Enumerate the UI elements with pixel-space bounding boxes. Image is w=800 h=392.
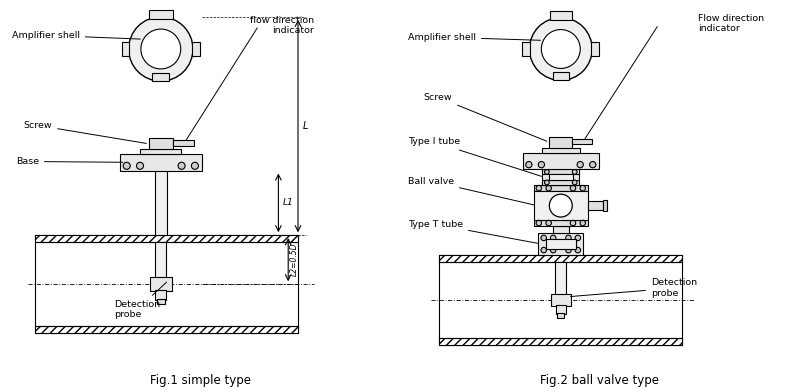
Circle shape [541, 235, 546, 241]
Circle shape [541, 247, 546, 253]
Circle shape [580, 220, 586, 226]
Bar [555, 262, 566, 302]
Text: Screw: Screw [424, 93, 547, 141]
Text: Detection
probe: Detection probe [570, 278, 697, 298]
Bar [550, 294, 571, 306]
Circle shape [545, 169, 550, 174]
Bar [534, 191, 588, 220]
Circle shape [123, 162, 130, 169]
Text: Fig.1 simple type: Fig.1 simple type [150, 374, 250, 387]
Circle shape [530, 18, 592, 80]
Bar [542, 169, 579, 174]
Bar [122, 42, 130, 56]
Bar [149, 138, 173, 149]
Bar [556, 305, 566, 314]
Circle shape [526, 162, 532, 168]
Text: L1: L1 [282, 198, 293, 207]
Bar [35, 235, 298, 333]
Circle shape [570, 220, 576, 226]
Bar [155, 147, 166, 235]
Circle shape [575, 247, 581, 253]
Text: Base: Base [16, 157, 122, 166]
Bar [522, 42, 530, 56]
Text: Screw: Screw [24, 121, 146, 143]
Circle shape [538, 162, 545, 168]
Bar [35, 326, 298, 333]
Circle shape [550, 194, 572, 217]
Circle shape [191, 162, 198, 169]
Circle shape [566, 235, 571, 241]
Circle shape [590, 162, 596, 168]
Bar [553, 72, 569, 80]
Text: Type I tube: Type I tube [408, 138, 542, 176]
Text: L: L [302, 121, 308, 131]
Circle shape [137, 162, 143, 169]
Bar [558, 313, 564, 318]
Circle shape [129, 17, 193, 81]
Bar [572, 139, 592, 144]
Bar [141, 149, 181, 154]
Circle shape [575, 235, 581, 241]
Bar [542, 148, 580, 153]
Circle shape [536, 185, 542, 191]
Bar [542, 169, 579, 185]
Circle shape [546, 220, 551, 226]
Circle shape [178, 162, 185, 169]
Bar [591, 42, 599, 56]
Text: flow direction
indicator: flow direction indicator [250, 16, 314, 35]
Bar [534, 185, 588, 191]
Bar [35, 235, 298, 242]
Text: Type T tube: Type T tube [408, 220, 538, 243]
Circle shape [572, 180, 577, 185]
Bar [155, 242, 166, 286]
Bar [439, 255, 682, 345]
Circle shape [546, 185, 551, 191]
Bar [550, 137, 572, 148]
Circle shape [536, 220, 542, 226]
Bar [550, 11, 572, 20]
Text: L2=0.5D: L2=0.5D [290, 243, 299, 276]
Text: Ball valve: Ball valve [408, 177, 534, 205]
Bar [549, 174, 573, 180]
Bar [120, 154, 202, 171]
Circle shape [570, 185, 576, 191]
Circle shape [550, 235, 556, 241]
Circle shape [572, 169, 577, 174]
Circle shape [577, 162, 583, 168]
Bar [157, 299, 165, 304]
Text: Flow direction
indicator: Flow direction indicator [698, 14, 764, 33]
Bar [149, 10, 173, 19]
Circle shape [566, 247, 571, 253]
Text: Fig.2 ball valve type: Fig.2 ball valve type [541, 374, 659, 387]
Bar [553, 226, 569, 233]
Bar [439, 338, 682, 345]
Bar [542, 180, 579, 185]
Text: Amplifier shell: Amplifier shell [408, 33, 540, 42]
Bar [173, 140, 194, 145]
Bar [538, 233, 583, 255]
Circle shape [550, 247, 556, 253]
Circle shape [580, 185, 586, 191]
Bar [150, 278, 171, 291]
Bar [439, 255, 682, 262]
Bar [602, 200, 607, 211]
Bar [152, 73, 170, 81]
Text: Amplifier shell: Amplifier shell [12, 31, 140, 40]
Text: Detection
probe: Detection probe [114, 282, 166, 319]
Circle shape [545, 180, 550, 185]
Bar [155, 290, 166, 299]
Circle shape [542, 29, 580, 69]
Circle shape [141, 29, 181, 69]
Bar [522, 153, 599, 169]
Bar [588, 201, 602, 210]
Bar [534, 220, 588, 226]
Bar [192, 42, 200, 56]
Bar [546, 239, 576, 249]
